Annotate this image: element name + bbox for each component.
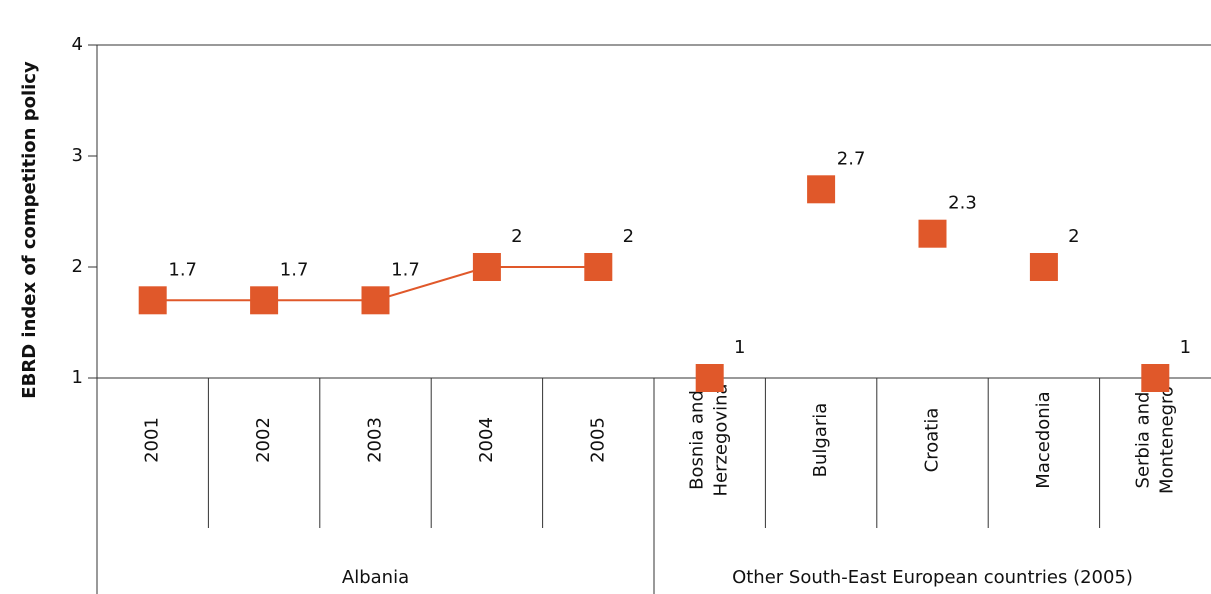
y-tick-label: 2: [72, 256, 83, 277]
value-label: 1: [734, 337, 745, 358]
marker: [138, 286, 167, 315]
marker: [250, 286, 279, 315]
marker: [807, 175, 836, 204]
marker: [584, 253, 613, 281]
value-label: 1: [1180, 337, 1191, 358]
x-tick-label: Croatia: [922, 408, 943, 473]
marker: [695, 364, 724, 392]
group-label: Albania: [342, 567, 409, 588]
x-tick-label: Macedonia: [1033, 391, 1054, 488]
x-tick-label: Bulgaria: [810, 403, 831, 478]
y-tick-label: 1: [72, 367, 83, 388]
x-tick-label: 2002: [253, 417, 274, 463]
x-tick-label: Bosnia and Herzegovina: [687, 383, 732, 496]
value-label: 2: [1068, 226, 1079, 247]
y-axis-title: EBRD index of competition policy: [19, 61, 40, 399]
value-label: 2: [511, 226, 522, 247]
marker: [1029, 253, 1058, 281]
marker: [472, 253, 501, 281]
x-tick-label: 2005: [587, 417, 608, 463]
x-tick-label: 2004: [476, 417, 497, 463]
value-label: 2: [623, 226, 634, 247]
marker: [361, 286, 390, 315]
x-tick-label: 2001: [142, 417, 163, 463]
value-label: 2.3: [948, 193, 977, 214]
value-label: 1.7: [280, 259, 309, 280]
marker: [918, 219, 947, 248]
y-tick-label: 3: [72, 145, 83, 166]
value-label: 2.7: [837, 148, 866, 169]
x-tick-label: Serbia and Montenegro: [1132, 386, 1177, 494]
group-label: Other South-East European countries (200…: [732, 567, 1133, 588]
x-tick-label: 2003: [365, 417, 386, 463]
value-label: 1.7: [168, 259, 197, 280]
y-tick-label: 4: [72, 34, 83, 55]
value-label: 1.7: [391, 259, 420, 280]
marker: [1141, 364, 1170, 392]
